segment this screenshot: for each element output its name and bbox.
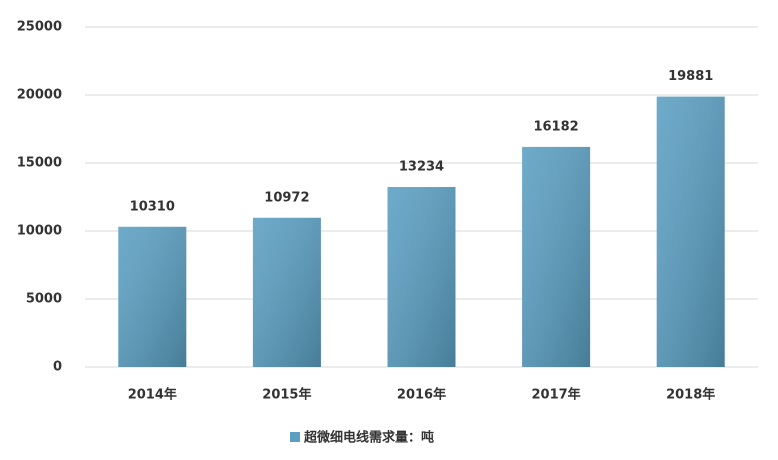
x-tick-label: 2018年 — [666, 387, 715, 403]
y-tick-label: 5000 — [26, 292, 62, 307]
y-tick-label: 20000 — [17, 88, 62, 103]
data-label: 16182 — [533, 119, 578, 134]
data-label: 13234 — [399, 160, 444, 175]
x-tick-label: 2015年 — [262, 387, 311, 403]
y-tick-label: 15000 — [17, 156, 62, 171]
data-label: 19881 — [668, 69, 713, 84]
data-label: 10972 — [264, 190, 309, 205]
legend-marker — [290, 432, 300, 442]
x-tick-label: 2014年 — [128, 387, 177, 403]
x-tick-label: 2017年 — [532, 387, 581, 403]
bar-shade — [118, 226, 187, 367]
bar-shade — [252, 217, 321, 367]
x-tick-label: 2016年 — [397, 387, 446, 403]
bar-shade — [522, 146, 591, 367]
y-tick-label: 0 — [53, 360, 62, 375]
data-label: 10310 — [130, 199, 175, 214]
bar-shade — [656, 96, 725, 367]
y-tick-label: 25000 — [17, 20, 62, 35]
y-tick-label: 10000 — [17, 224, 62, 239]
bar-shade — [387, 187, 456, 367]
legend-label: 超微细电线需求量：吨 — [304, 430, 434, 446]
